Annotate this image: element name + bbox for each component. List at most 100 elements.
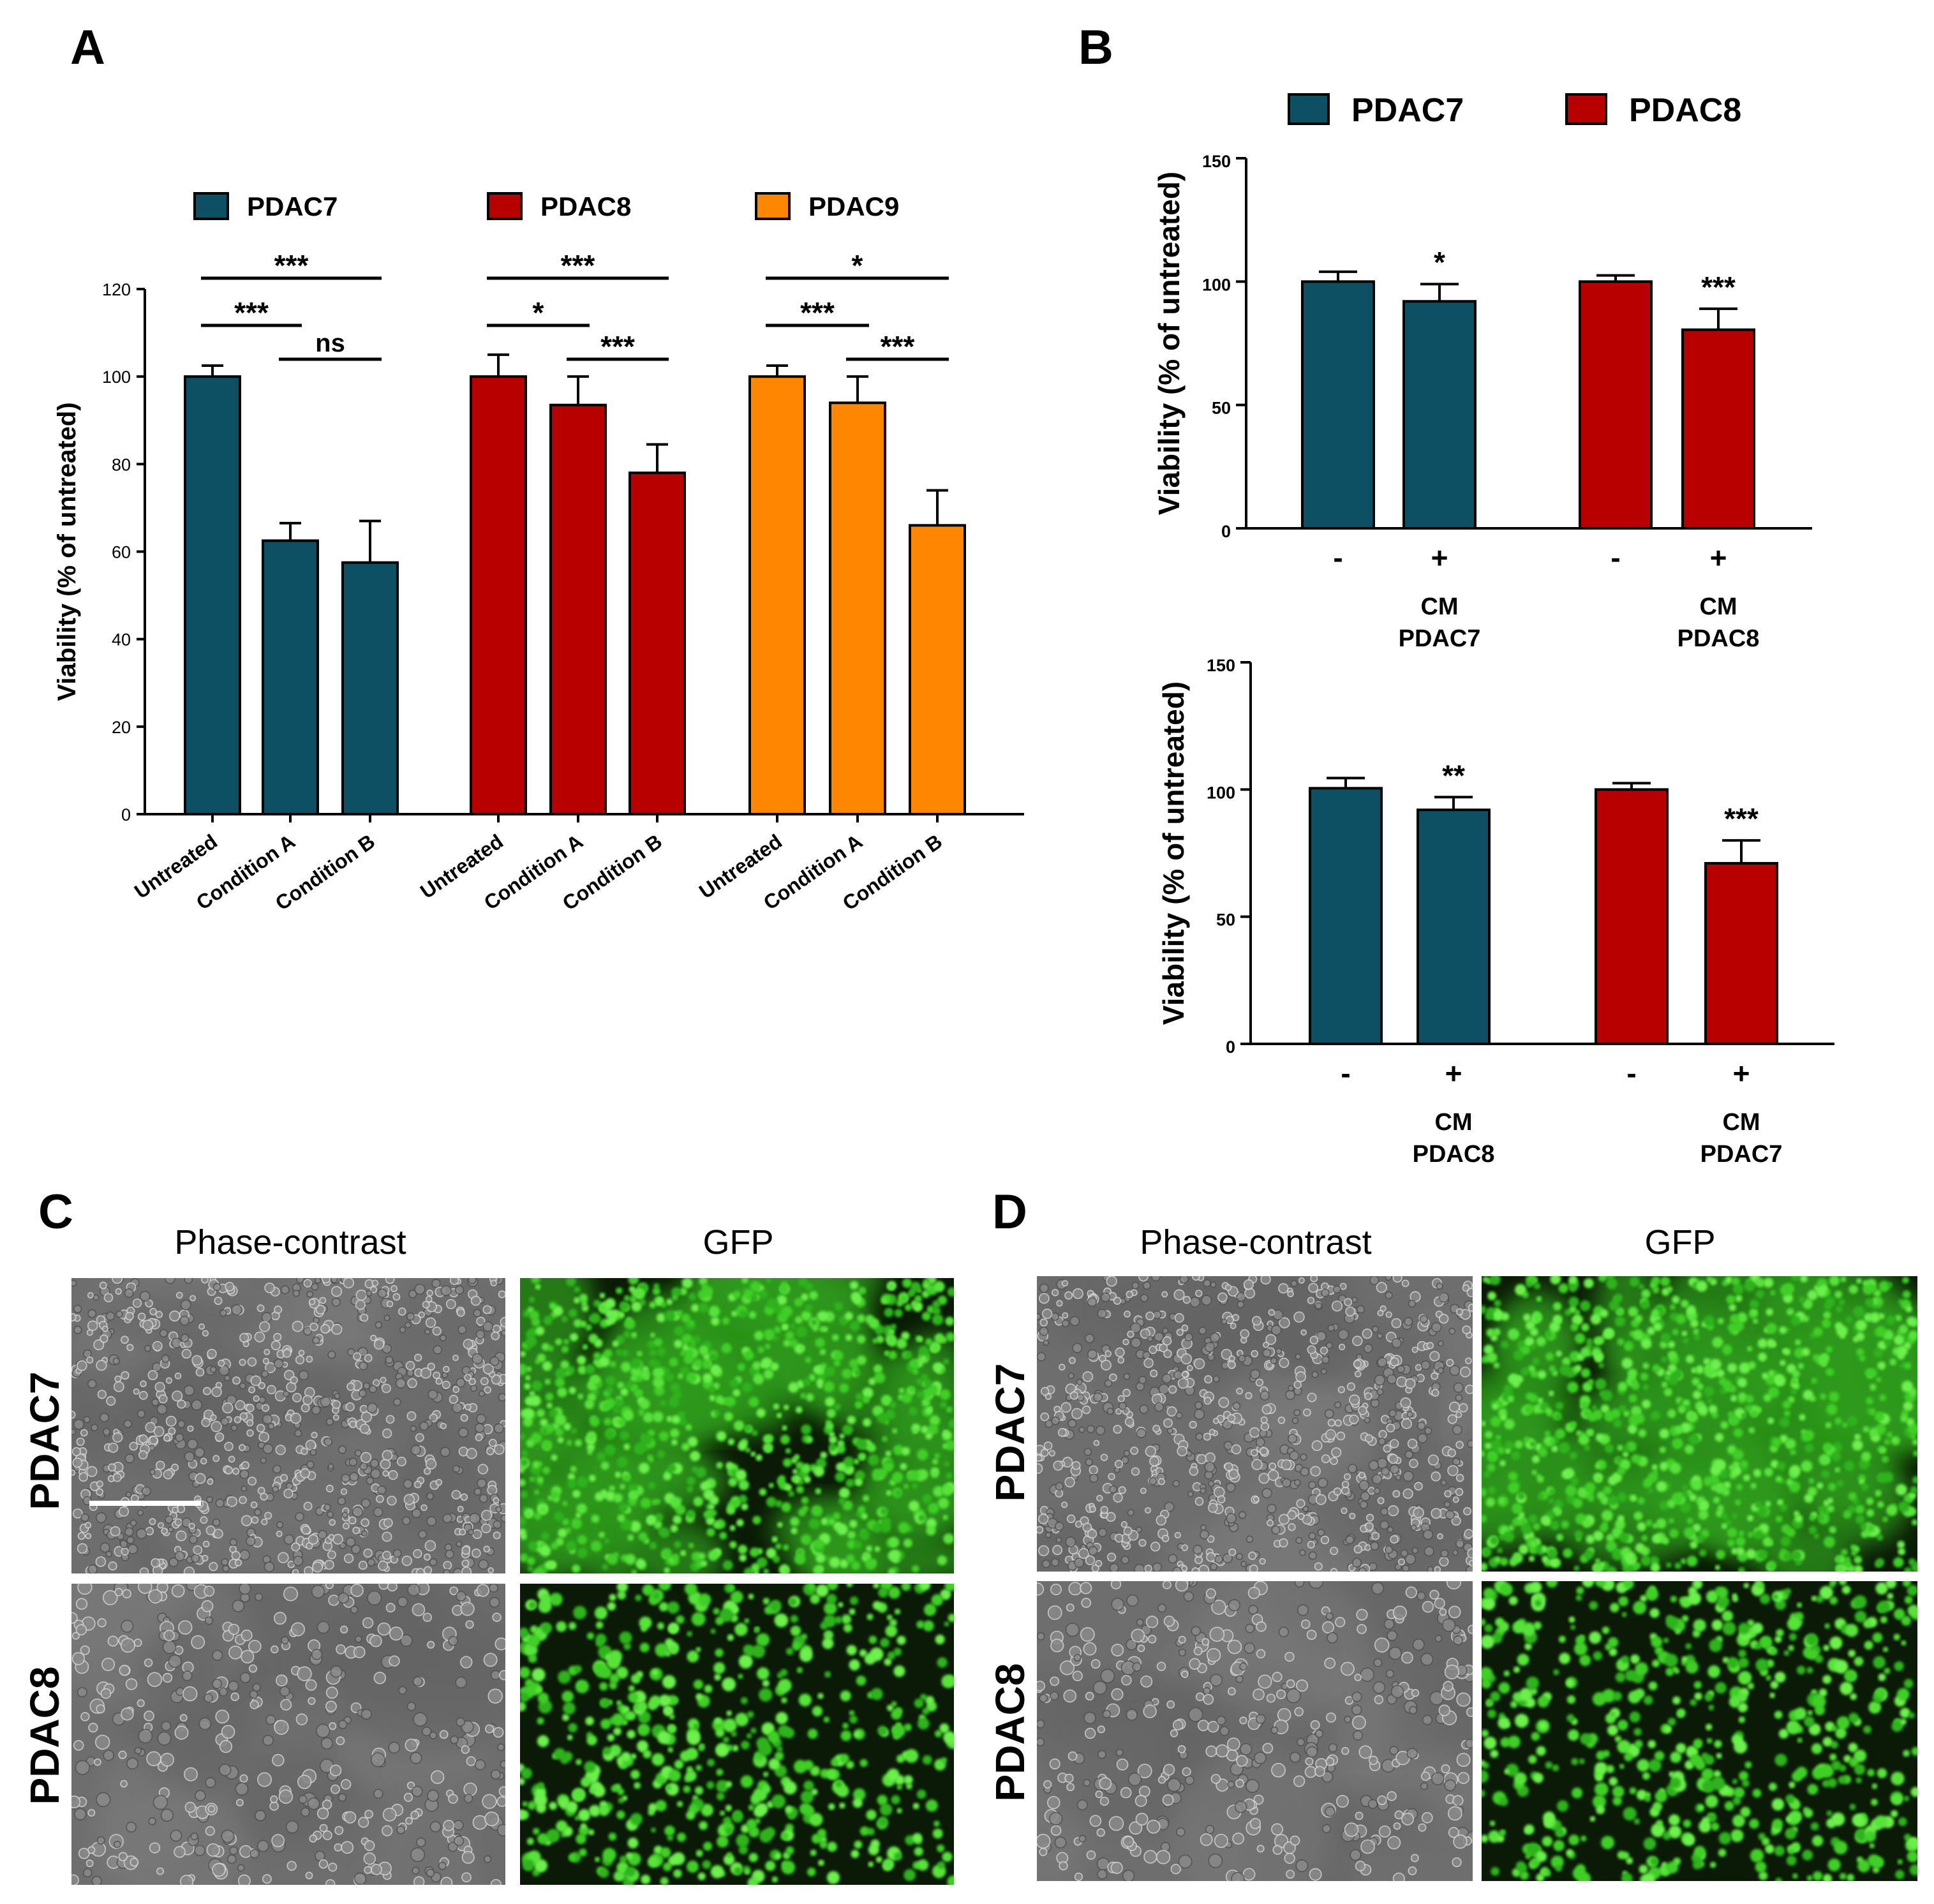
cell xyxy=(1251,1351,1258,1357)
cell xyxy=(629,1685,635,1692)
cell xyxy=(710,1353,717,1360)
cell xyxy=(1268,1309,1274,1315)
cell xyxy=(443,1514,452,1523)
cell xyxy=(332,1298,341,1307)
cell xyxy=(1764,1394,1771,1402)
cell xyxy=(768,1731,780,1743)
cell xyxy=(1782,1348,1787,1353)
cell xyxy=(1139,1540,1146,1547)
cell xyxy=(497,1797,507,1806)
cell xyxy=(417,1838,426,1847)
cell xyxy=(1131,1338,1141,1348)
cell xyxy=(115,1588,122,1595)
cell xyxy=(172,1464,178,1471)
cell xyxy=(672,1415,681,1424)
condition-label-cm: CM xyxy=(1434,1109,1472,1136)
cell xyxy=(292,1543,299,1551)
cell xyxy=(214,1529,223,1538)
cell xyxy=(607,1734,614,1741)
cell xyxy=(819,1327,824,1332)
cell xyxy=(948,1614,956,1622)
cell xyxy=(717,1836,729,1848)
cell xyxy=(1464,1508,1471,1515)
cell xyxy=(466,1757,475,1766)
cell xyxy=(664,1567,670,1573)
cell xyxy=(1485,1313,1493,1320)
cell xyxy=(1150,1457,1159,1466)
cell xyxy=(390,1627,403,1640)
cell xyxy=(859,1530,870,1540)
bar xyxy=(185,376,240,814)
cell xyxy=(791,1626,801,1636)
cell xyxy=(593,1360,599,1365)
cell xyxy=(315,1851,325,1861)
cell xyxy=(1124,1311,1130,1317)
cell xyxy=(1164,1350,1172,1358)
cell xyxy=(1867,1525,1875,1533)
cell xyxy=(540,1418,547,1426)
cell xyxy=(726,1505,736,1515)
cell xyxy=(1817,1482,1823,1489)
cell xyxy=(1116,1409,1121,1414)
cell xyxy=(1300,1468,1309,1476)
cell xyxy=(1327,1342,1333,1349)
cell xyxy=(1439,1314,1448,1323)
cell xyxy=(791,1615,798,1623)
cell xyxy=(921,1355,926,1361)
cell xyxy=(1526,1281,1532,1287)
cell xyxy=(669,1358,678,1367)
cell xyxy=(1153,1563,1162,1572)
cell xyxy=(1378,1358,1387,1367)
cell xyxy=(1829,1392,1839,1402)
cell xyxy=(741,1277,748,1283)
cell xyxy=(1210,1333,1220,1342)
cell xyxy=(1646,1520,1652,1526)
cell xyxy=(947,1875,960,1888)
cell xyxy=(183,1687,197,1701)
cell xyxy=(681,1314,690,1323)
cell xyxy=(121,1372,129,1380)
cell xyxy=(1143,1351,1150,1359)
cell xyxy=(925,1338,932,1345)
cell xyxy=(177,1400,185,1408)
cell xyxy=(1210,1282,1216,1287)
cell xyxy=(599,1805,609,1816)
cell xyxy=(625,1866,636,1877)
cell xyxy=(207,1844,219,1856)
y-tick-label: 40 xyxy=(112,630,131,650)
cell xyxy=(1201,1295,1211,1305)
cell xyxy=(1912,1476,1920,1484)
cell xyxy=(537,1354,546,1363)
cell xyxy=(1684,1527,1695,1538)
cell xyxy=(181,1714,187,1721)
cell xyxy=(617,1581,628,1592)
cell xyxy=(766,1277,771,1283)
cell xyxy=(812,1834,822,1844)
cell xyxy=(121,1336,128,1343)
cell xyxy=(1845,1316,1852,1323)
cell xyxy=(292,1321,302,1332)
cell xyxy=(479,1391,485,1397)
cell xyxy=(541,1532,549,1540)
cell xyxy=(715,1395,724,1404)
cell xyxy=(1653,1286,1660,1293)
cell xyxy=(871,1688,883,1700)
cell xyxy=(732,1811,743,1822)
bar xyxy=(630,473,685,814)
cell xyxy=(212,1387,221,1397)
panel-letter-d: D xyxy=(992,1185,1027,1239)
cell xyxy=(1181,1354,1191,1364)
cell xyxy=(1750,1299,1759,1309)
cell xyxy=(581,1777,591,1787)
cell xyxy=(719,1532,727,1540)
cell xyxy=(1378,1311,1383,1316)
cell xyxy=(196,1368,204,1376)
phase-contrast-image-pdac7 xyxy=(1018,1243,1516,1629)
cell xyxy=(1730,1314,1739,1324)
cell xyxy=(1155,1402,1164,1411)
cell xyxy=(902,1394,912,1404)
cell xyxy=(138,1410,145,1418)
cell xyxy=(887,1704,893,1711)
cell xyxy=(137,1529,146,1538)
cell xyxy=(1115,1534,1123,1542)
